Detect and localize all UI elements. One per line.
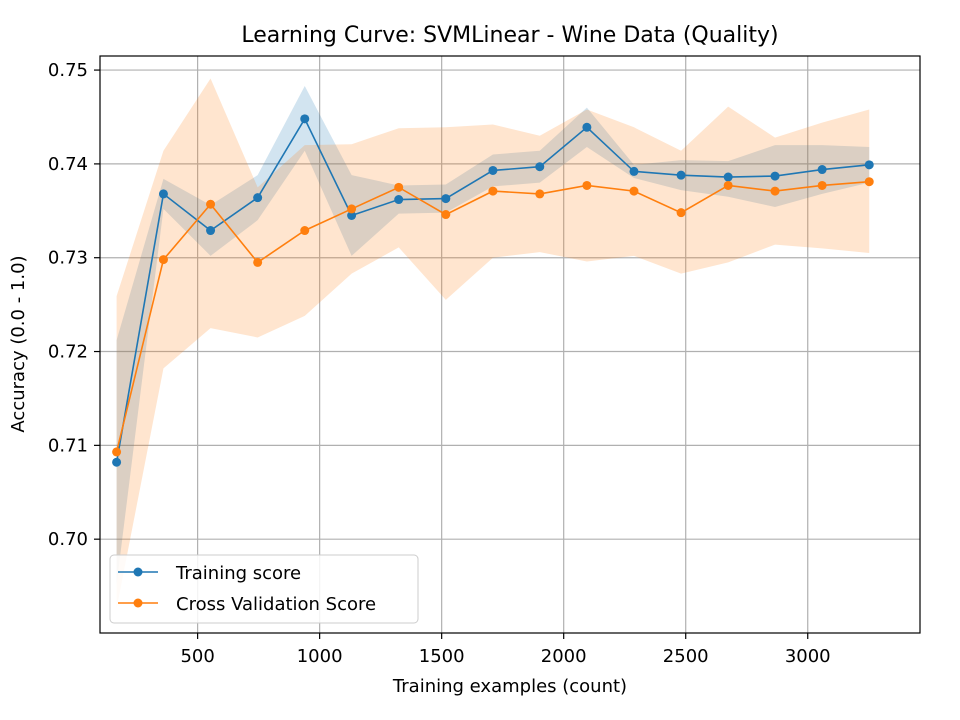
y-tick-label: 0.74 <box>48 154 88 175</box>
training-score-point <box>535 162 545 172</box>
legend-training-label: Training score <box>175 563 301 584</box>
x-tick-label: 1000 <box>297 646 343 667</box>
training-score-point <box>206 226 216 236</box>
y-axis-ticks: 0.70 0.71 0.72 0.73 0.74 0.75 <box>48 60 100 550</box>
training-score-point <box>817 165 827 175</box>
cv-score-point <box>394 182 404 192</box>
y-tick-label: 0.70 <box>48 529 88 550</box>
training-score-point <box>441 194 451 204</box>
training-score-point <box>253 193 263 203</box>
training-score-point <box>629 166 639 176</box>
training-score-point <box>770 171 780 181</box>
training-score-point <box>723 172 733 182</box>
cv-score-point <box>723 180 733 190</box>
x-tick-label: 2500 <box>663 646 709 667</box>
cv-score-point <box>864 177 874 187</box>
x-tick-label: 3000 <box>785 646 831 667</box>
series-points <box>112 114 874 467</box>
x-axis-label: Training examples (count) <box>392 676 627 697</box>
legend-training-marker <box>133 567 143 577</box>
training-score-point <box>488 165 498 175</box>
y-axis-label: Accuracy (0.0 - 1.0) <box>8 255 29 432</box>
plot-area <box>100 56 920 633</box>
cv-score-point <box>676 208 686 218</box>
cv-score-point <box>770 186 780 196</box>
cv-score-point <box>441 210 451 220</box>
training-score-point <box>676 170 686 180</box>
cv-score-point <box>112 447 122 457</box>
cv-score-point <box>535 189 545 199</box>
training-score-point <box>158 189 168 199</box>
x-axis-ticks: 500 1000 1500 2000 2500 3000 <box>180 633 831 667</box>
cv-score-point <box>817 180 827 190</box>
legend: Training score Cross Validation Score <box>109 554 419 624</box>
legend-box <box>109 554 419 624</box>
training-score-point <box>112 457 122 467</box>
y-tick-label: 0.71 <box>48 435 88 456</box>
cv-score-point <box>582 180 592 190</box>
training-std-band <box>116 86 870 585</box>
legend-cv-label: Cross Validation Score <box>176 594 376 615</box>
cv-score-point <box>488 186 498 196</box>
cv-score-point <box>347 204 357 214</box>
cv-score-point <box>629 186 639 196</box>
y-tick-label: 0.72 <box>48 342 88 363</box>
cv-score-point <box>253 257 263 267</box>
cv-score-point <box>158 255 168 265</box>
training-score-point <box>394 195 404 205</box>
plot-frame <box>99 55 921 634</box>
x-tick-label: 500 <box>180 646 214 667</box>
training-score-point <box>347 210 357 220</box>
cv-score-point <box>300 226 310 236</box>
training-score-point <box>582 122 592 132</box>
y-tick-label: 0.75 <box>48 60 88 81</box>
training-score-point <box>300 114 310 124</box>
chart-title: Learning Curve: SVMLinear - Wine Data (Q… <box>241 23 778 48</box>
y-tick-label: 0.73 <box>48 248 88 269</box>
legend-cv-marker <box>133 598 143 608</box>
x-tick-label: 2000 <box>541 646 587 667</box>
cv-score-point <box>206 199 216 209</box>
training-score-point <box>864 160 874 170</box>
grid-lines <box>100 56 920 633</box>
x-tick-label: 1500 <box>419 646 465 667</box>
